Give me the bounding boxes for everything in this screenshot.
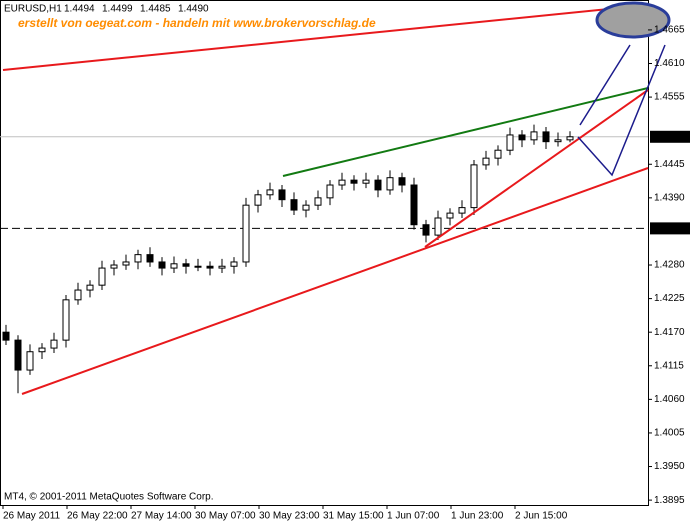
y-tick-label: 1.4170 <box>654 327 685 338</box>
marks <box>0 124 648 394</box>
candle-body <box>110 264 118 269</box>
x-tick-label: 30 May 07:00 <box>195 511 256 522</box>
candle-body <box>410 184 418 226</box>
candle-body <box>98 267 106 286</box>
header-value: 1.4494 <box>64 4 95 15</box>
trend-line <box>424 89 649 248</box>
y-tick-label: 1.3895 <box>654 495 685 506</box>
candle-body <box>326 184 334 199</box>
candle-body <box>254 194 262 206</box>
copyright: MT4, © 2001-2011 MetaQuotes Software Cor… <box>4 492 214 503</box>
candle-body <box>50 339 58 349</box>
y-tick-label: 1.4280 <box>654 260 685 271</box>
candle-body <box>134 254 142 263</box>
trend-line <box>2 4 649 71</box>
candle-body <box>206 265 214 269</box>
candle-body <box>194 265 202 268</box>
candle-body <box>434 217 442 236</box>
header-value: 1.4490 <box>178 4 209 15</box>
candle-body <box>38 347 46 353</box>
candle-body <box>242 204 250 263</box>
annotation: erstellt von oegeat.com - handeln mit ww… <box>18 16 376 30</box>
x-tick-label: 27 May 14:00 <box>131 511 192 522</box>
candle-body <box>446 212 454 219</box>
candle-body <box>278 189 286 201</box>
candle-body <box>74 289 82 301</box>
candle-body <box>338 179 346 186</box>
candle-body <box>566 136 574 141</box>
candle-body <box>506 134 514 151</box>
candle-body <box>122 261 130 266</box>
candle-body <box>182 263 190 267</box>
candle-body <box>542 131 550 143</box>
y-tick-label: 1.4225 <box>654 293 685 304</box>
candle-body <box>218 265 226 269</box>
y-tick-label: 1.4060 <box>654 394 685 405</box>
candle-body <box>266 189 274 196</box>
header-values: 1.4494 1.4499 1.4485 1.4490 <box>64 4 209 15</box>
candle-body <box>314 197 322 206</box>
y-tick-label: 1.4115 <box>654 360 684 371</box>
x-tick-label: 2 Jun 15:00 <box>515 511 568 522</box>
y-tick-label: 1.4665 <box>654 25 685 36</box>
candle-body <box>290 199 298 211</box>
target-ellipse <box>595 1 671 39</box>
candle-body <box>62 299 70 341</box>
y-tick-label: 1.4445 <box>654 159 685 170</box>
candle-body <box>362 179 370 184</box>
trend-line <box>282 87 649 177</box>
candle-body <box>2 331 10 341</box>
candle-body <box>86 284 94 291</box>
candle-body <box>482 157 490 166</box>
candle-body <box>374 179 382 191</box>
candle-body <box>230 261 238 267</box>
price-label: 1.4490 <box>653 131 684 142</box>
candle-body <box>158 261 166 269</box>
price-label: 1.4340 <box>653 223 684 234</box>
candle-body <box>146 254 154 263</box>
x-tick-label: 1 Jun 07:00 <box>387 511 440 522</box>
header-value: 1.4499 <box>102 4 133 15</box>
projection-arrow <box>579 44 631 126</box>
y-tick-label: 1.4555 <box>654 92 685 103</box>
candle-body <box>398 177 406 186</box>
price-label-box <box>650 130 690 143</box>
trend-line <box>21 167 649 395</box>
x-tick-label: 26 May 2011 <box>3 511 61 522</box>
x-tick-label: 26 May 22:00 <box>67 511 128 522</box>
candle-body <box>458 207 466 214</box>
plot-frame <box>0 0 649 506</box>
x-tick-label: 1 Jun 23:00 <box>451 511 504 522</box>
candle-body <box>26 351 34 371</box>
candle-body <box>554 139 562 143</box>
candle-body <box>422 224 430 236</box>
y-tick-label: 1.4390 <box>654 192 685 203</box>
candle-body <box>470 164 478 209</box>
candle-body <box>170 263 178 269</box>
header-value: 1.4485 <box>140 4 171 15</box>
y-tick-label: 1.4005 <box>654 428 685 439</box>
candle-body <box>302 204 310 211</box>
candle-body <box>350 179 358 184</box>
candle-body <box>494 149 502 159</box>
candle-body <box>386 177 394 191</box>
candle-body <box>530 131 538 141</box>
y-tick-label: 1.3950 <box>654 461 685 472</box>
candle-body <box>14 339 22 371</box>
symbol: EURUSD,H1 <box>4 4 62 15</box>
x-tick-label: 31 May 15:00 <box>323 511 384 522</box>
candle-body <box>518 134 526 141</box>
y-tick-label: 1.4610 <box>654 58 685 69</box>
price-label-box <box>650 222 690 235</box>
x-tick-label: 30 May 23:00 <box>259 511 320 522</box>
projection-arrow <box>577 44 666 177</box>
